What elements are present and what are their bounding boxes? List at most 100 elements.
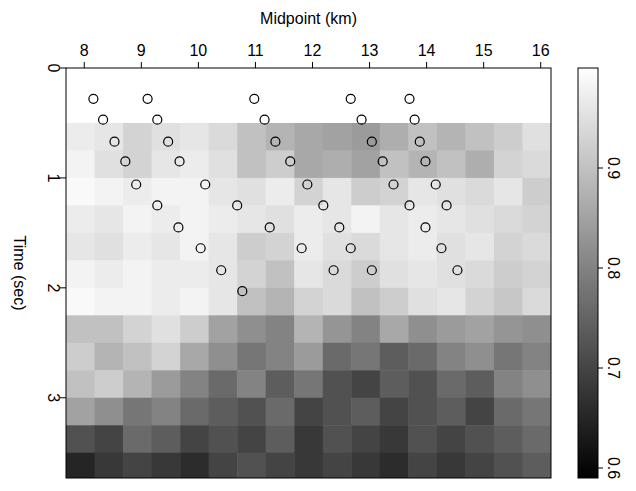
cell xyxy=(408,343,437,371)
cell xyxy=(494,315,523,343)
cell xyxy=(323,68,352,96)
cell xyxy=(152,68,181,96)
cell xyxy=(209,453,238,478)
x-tick-label: 13 xyxy=(361,42,379,59)
cell xyxy=(66,205,95,233)
cell xyxy=(408,260,437,288)
cell xyxy=(323,260,352,288)
cell xyxy=(180,205,209,233)
cell xyxy=(380,425,409,453)
cell xyxy=(408,425,437,453)
cell xyxy=(522,425,551,453)
cell xyxy=(380,315,409,343)
point xyxy=(89,94,98,103)
cell xyxy=(522,398,551,426)
cell xyxy=(408,370,437,398)
cell xyxy=(323,123,352,151)
cell xyxy=(465,233,494,261)
cell xyxy=(294,95,323,123)
cell xyxy=(95,343,124,371)
cell xyxy=(123,68,152,96)
point xyxy=(367,137,376,146)
cell xyxy=(152,370,181,398)
cell xyxy=(437,178,466,206)
x-tick xyxy=(141,62,142,68)
x-tick-label: 8 xyxy=(80,42,89,59)
cell xyxy=(437,315,466,343)
point xyxy=(196,244,205,253)
cell xyxy=(494,205,523,233)
cell xyxy=(66,123,95,151)
cell xyxy=(380,260,409,288)
cell xyxy=(380,233,409,261)
cell xyxy=(152,288,181,316)
cell xyxy=(266,398,295,426)
point xyxy=(421,223,430,232)
cell xyxy=(123,95,152,123)
cell xyxy=(209,150,238,178)
cell xyxy=(209,425,238,453)
cell xyxy=(351,370,380,398)
cell xyxy=(266,288,295,316)
cell xyxy=(266,453,295,478)
cell xyxy=(351,178,380,206)
x-tick xyxy=(198,62,199,68)
cell xyxy=(465,123,494,151)
cell xyxy=(494,123,523,151)
cell xyxy=(152,233,181,261)
cell xyxy=(351,343,380,371)
cell xyxy=(123,288,152,316)
cell xyxy=(494,150,523,178)
cell xyxy=(180,288,209,316)
cell xyxy=(237,453,266,478)
point xyxy=(378,157,387,166)
cell xyxy=(95,205,124,233)
colorbar-tick xyxy=(598,168,603,169)
cell xyxy=(351,315,380,343)
cell xyxy=(351,123,380,151)
point xyxy=(431,180,440,189)
point xyxy=(271,137,280,146)
cell xyxy=(494,425,523,453)
cell xyxy=(408,398,437,426)
cell xyxy=(294,233,323,261)
cell xyxy=(266,425,295,453)
cell xyxy=(351,233,380,261)
colorbar-tick-label: 0.8 xyxy=(605,257,622,279)
cell xyxy=(152,425,181,453)
cell xyxy=(522,315,551,343)
cell xyxy=(522,178,551,206)
cell xyxy=(323,453,352,478)
cell xyxy=(437,95,466,123)
cell xyxy=(66,178,95,206)
cell xyxy=(237,315,266,343)
cell xyxy=(209,68,238,96)
cell xyxy=(95,150,124,178)
cell xyxy=(209,315,238,343)
colorbar-tick xyxy=(598,468,603,469)
cell xyxy=(152,315,181,343)
cell xyxy=(437,343,466,371)
cell xyxy=(123,425,152,453)
cell xyxy=(180,398,209,426)
x-tick xyxy=(540,62,541,68)
cell xyxy=(294,315,323,343)
cell xyxy=(380,288,409,316)
cell xyxy=(95,288,124,316)
cell xyxy=(66,95,95,123)
cell xyxy=(266,68,295,96)
cell xyxy=(465,205,494,233)
cell xyxy=(123,398,152,426)
cell xyxy=(152,398,181,426)
cell xyxy=(237,123,266,151)
cell xyxy=(266,315,295,343)
point xyxy=(217,266,226,275)
cell xyxy=(294,343,323,371)
cell xyxy=(465,398,494,426)
cell xyxy=(351,68,380,96)
y-tick-label: 3 xyxy=(45,393,62,402)
x-axis-title: Midpoint (km) xyxy=(260,10,357,27)
cell xyxy=(408,123,437,151)
cell xyxy=(380,178,409,206)
cell xyxy=(152,123,181,151)
